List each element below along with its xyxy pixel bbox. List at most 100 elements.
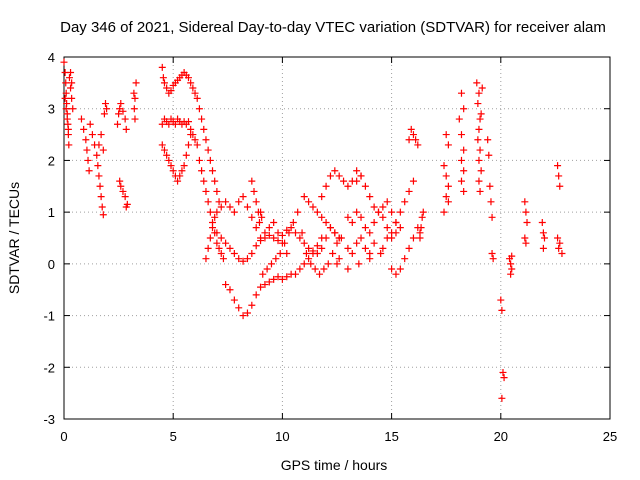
data-point (313, 242, 321, 250)
data-point (318, 234, 326, 242)
data-point (202, 136, 210, 144)
data-point (184, 74, 192, 82)
data-point (115, 110, 123, 118)
data-point (357, 234, 365, 242)
data-point (361, 224, 369, 232)
data-point (305, 244, 313, 252)
x-tick-label: 15 (384, 429, 398, 444)
data-point (500, 374, 508, 382)
data-point (300, 239, 308, 247)
data-point (258, 213, 266, 221)
data-point (440, 208, 448, 216)
data-point (457, 131, 465, 139)
data-point (169, 167, 177, 175)
data-point (444, 198, 452, 206)
data-point (219, 255, 227, 263)
data-point (239, 257, 247, 265)
data-point (265, 224, 273, 232)
data-point (193, 141, 201, 149)
data-point (353, 239, 361, 247)
data-point (259, 270, 267, 278)
data-point (361, 244, 369, 252)
data-point (442, 131, 450, 139)
data-point (103, 105, 111, 113)
data-point (475, 89, 483, 97)
data-point (274, 273, 282, 281)
data-point (257, 237, 265, 245)
data-point (226, 286, 234, 294)
data-point (265, 231, 273, 239)
data-point (460, 187, 468, 195)
data-point (226, 244, 234, 252)
data-point (60, 58, 68, 66)
data-point (401, 255, 409, 263)
data-point (457, 89, 465, 97)
data-point (379, 244, 387, 252)
data-point (235, 304, 243, 312)
data-point (487, 198, 495, 206)
data-point (348, 250, 356, 258)
y-tick-label: 4 (48, 50, 55, 65)
data-point (158, 63, 166, 71)
data-point (379, 203, 387, 211)
data-point (62, 105, 70, 113)
data-point (442, 172, 450, 180)
data-point (287, 224, 295, 232)
data-point (222, 198, 230, 206)
data-point (116, 177, 124, 185)
data-point (344, 213, 352, 221)
data-point (257, 208, 265, 216)
y-tick-label: -1 (43, 309, 55, 324)
data-point (474, 100, 482, 108)
data-point (222, 281, 230, 289)
data-point (555, 172, 563, 180)
data-point (281, 239, 289, 247)
data-point (248, 177, 256, 185)
data-point (248, 213, 256, 221)
data-point (485, 151, 493, 159)
data-point (230, 208, 238, 216)
data-point (388, 229, 396, 237)
data-point (83, 146, 91, 154)
data-point (230, 296, 238, 304)
data-point (388, 265, 396, 273)
data-point (211, 177, 219, 185)
data-point (211, 213, 219, 221)
data-point (292, 270, 300, 278)
data-point (167, 87, 175, 95)
data-point (333, 239, 341, 247)
data-point (555, 244, 563, 252)
data-point (366, 193, 374, 201)
chart-title: Day 346 of 2021, Sidereal Day-to-day VTE… (60, 19, 606, 36)
data-point (204, 146, 212, 154)
data-point (355, 260, 363, 268)
data-point (326, 172, 334, 180)
data-point (217, 234, 225, 242)
data-point (313, 208, 321, 216)
data-point (171, 120, 179, 128)
data-point (204, 198, 212, 206)
data-point (416, 234, 424, 242)
data-point (184, 141, 192, 149)
data-point (521, 198, 529, 206)
data-point (460, 167, 468, 175)
data-point (307, 260, 315, 268)
data-point (305, 255, 313, 263)
data-point (130, 89, 138, 97)
data-point (357, 213, 365, 221)
data-point (498, 306, 506, 314)
data-point (444, 182, 452, 190)
data-point (61, 94, 69, 102)
data-point (121, 115, 129, 123)
data-point (498, 394, 506, 402)
data-point (294, 208, 302, 216)
data-point (344, 265, 352, 273)
data-point (374, 208, 382, 216)
x-tick-label: 25 (603, 429, 617, 444)
data-point (195, 105, 203, 113)
data-point (539, 229, 547, 237)
data-point (507, 260, 515, 268)
data-point (455, 115, 463, 123)
data-point (489, 255, 497, 263)
data-point (193, 94, 201, 102)
